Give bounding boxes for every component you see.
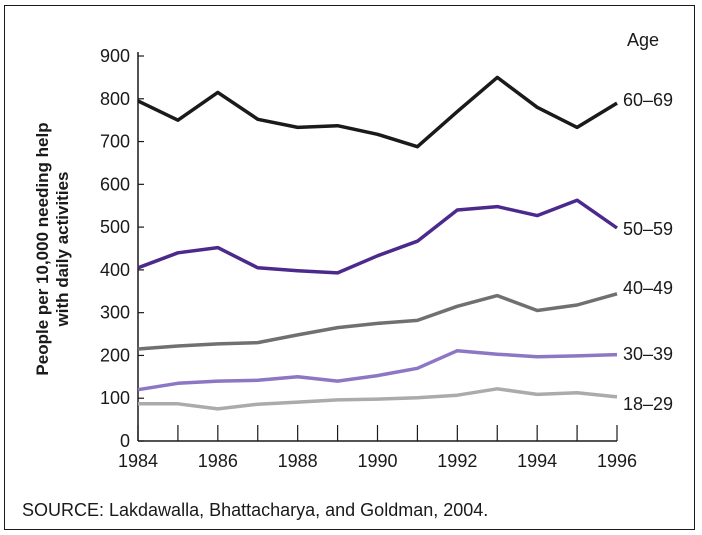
x-tick-label: 1986: [198, 451, 238, 471]
x-tick-label: 1984: [118, 451, 158, 471]
y-tick-label: 0: [120, 431, 130, 451]
x-tick-label: 1994: [517, 451, 557, 471]
series-line-40-49: [137, 292, 618, 351]
x-tick-label: 1992: [437, 451, 477, 471]
y-tick-label: 400: [100, 260, 130, 280]
axes: 0 100 200 300 400 500 600 700 800 900 1984 1986 1988…: [100, 46, 637, 471]
labels-layer: People per 10,000 needing helpwith daily…: [33, 30, 673, 414]
y-tick-label: 700: [100, 132, 130, 152]
source-note: SOURCE: Lakdawalla, Bhattacharya, and Go…: [22, 500, 489, 520]
series-label: 40–49: [623, 278, 673, 298]
y-tick-label: 300: [100, 303, 130, 323]
figure-frame: [4, 5, 695, 530]
series-layer: [137, 75, 619, 411]
y-tick-label: 200: [100, 345, 130, 365]
y-axis-title: People per 10,000 needing helpwith daily…: [33, 122, 72, 375]
x-tick-label: 1988: [278, 451, 318, 471]
y-tick-label: 100: [100, 388, 130, 408]
x-tick-label: 1990: [357, 451, 397, 471]
series-line-30-39: [137, 348, 618, 392]
legend-title: Age: [627, 30, 659, 50]
series-line-60-69: [137, 75, 618, 149]
series-label: 18–29: [623, 394, 673, 414]
x-tick-label: 1996: [597, 451, 637, 471]
y-tick-label: 900: [100, 46, 130, 66]
series-line-50-59: [137, 198, 619, 275]
y-tick-label: 800: [100, 89, 130, 109]
y-axis-title-line: with daily activities: [53, 172, 72, 328]
series-label: 50–59: [623, 219, 673, 239]
series-label: 30–39: [623, 344, 673, 364]
series-label: 60–69: [623, 90, 673, 110]
y-axis-title-line: People per 10,000 needing help: [33, 122, 52, 375]
y-tick-label: 600: [100, 174, 130, 194]
series-line-18-29: [138, 387, 618, 411]
y-tick-label: 500: [100, 217, 130, 237]
